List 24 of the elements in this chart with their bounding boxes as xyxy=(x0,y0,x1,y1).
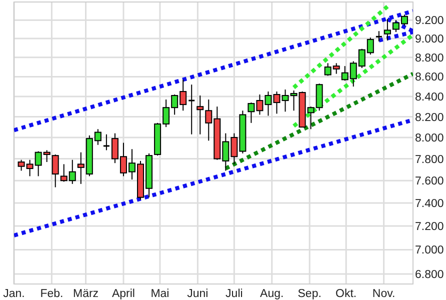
y-tick-label: 9.000 xyxy=(415,34,444,46)
y-tick-label: 7.400 xyxy=(415,198,444,210)
x-tick-label: Mai xyxy=(150,288,170,300)
y-tick-label: 8.000 xyxy=(415,132,444,145)
x-tick-label: Juni xyxy=(187,288,208,300)
y-tick-label: 8.600 xyxy=(415,72,444,84)
y-tick-label: 7.600 xyxy=(415,176,444,188)
x-tick-label: Nov. xyxy=(372,288,396,300)
x-tick-label: Sep. xyxy=(298,288,322,300)
y-tick-label: 8.800 xyxy=(415,52,444,64)
y-tick-label: 7.800 xyxy=(415,154,444,166)
x-tick-label: April xyxy=(112,288,135,300)
x-tick-label: März xyxy=(72,288,99,300)
y-tick-label: 6.800 xyxy=(415,269,444,282)
x-tick-label: Okt. xyxy=(336,288,357,300)
x-tick-label: Jan. xyxy=(3,288,25,300)
x-tick-label: Aug. xyxy=(260,288,284,300)
x-tick-label: Juli xyxy=(226,288,243,300)
x-tick-label: Feb. xyxy=(40,288,64,300)
y-tick-label: 7.000 xyxy=(415,244,444,257)
y-tick-label: 7.200 xyxy=(415,221,444,234)
y-tick-label: 9.200 xyxy=(415,15,444,28)
y-tick-label: 8.400 xyxy=(415,92,444,104)
y-tick-label: 8.200 xyxy=(415,112,444,124)
